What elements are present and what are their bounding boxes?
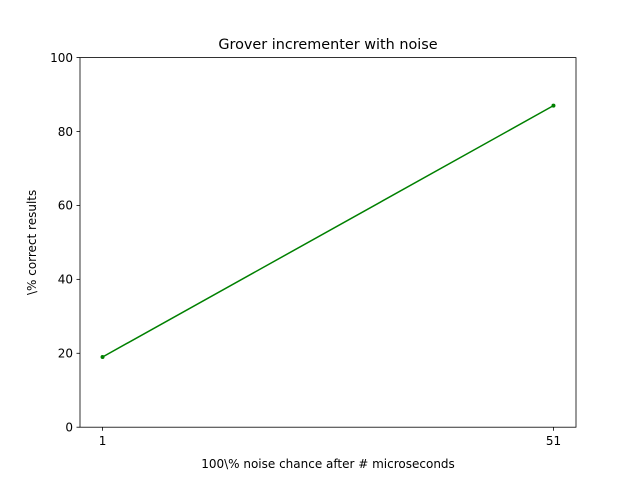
- y-axis-ticks: 0 20 40 60 80 100: [50, 51, 80, 435]
- x-axis-ticks: 1 51: [99, 427, 561, 448]
- data-point: [100, 354, 105, 359]
- series-layer: [100, 103, 556, 359]
- y-tick-label: 20: [58, 347, 73, 361]
- y-axis-label: \% correct results: [25, 190, 39, 295]
- data-point: [551, 103, 556, 108]
- series-line: [102, 104, 554, 358]
- plot-area: [80, 57, 576, 428]
- x-axis-label: 100\% noise chance after # microseconds: [201, 457, 455, 471]
- y-tick-label: 100: [50, 51, 73, 65]
- chart-title: Grover incrementer with noise: [218, 37, 437, 53]
- x-tick-label: 51: [546, 434, 561, 448]
- y-tick-label: 40: [58, 273, 73, 287]
- y-tick-label: 60: [58, 199, 73, 213]
- y-tick-label: 80: [58, 125, 73, 139]
- x-tick-label: 1: [99, 434, 107, 448]
- y-tick-label: 0: [65, 421, 73, 435]
- plot-frame: [79, 57, 577, 428]
